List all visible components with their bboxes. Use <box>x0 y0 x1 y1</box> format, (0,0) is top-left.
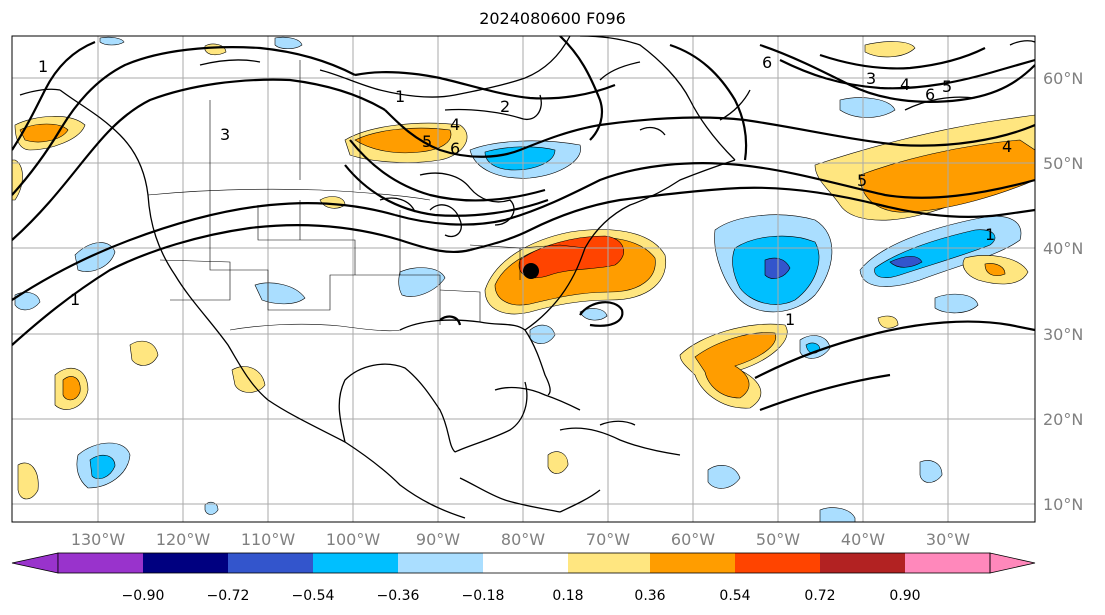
contour-label-layer: 1 1 1 1 1 2 3 3 4 4 4 5 5 5 6 6 6 <box>38 53 1012 329</box>
contour-label: 5 <box>942 77 952 96</box>
colorbar-tick-label: −0.36 <box>377 588 420 604</box>
anomaly-region-positive <box>547 451 569 474</box>
colorbar-tick-label: −0.54 <box>292 588 335 604</box>
lon-tick-label: 50°W <box>756 530 800 549</box>
anomaly-region-positive <box>354 127 452 154</box>
contour-label: 1 <box>38 57 48 76</box>
contour-label: 6 <box>450 139 460 158</box>
colorbar-segment <box>143 553 228 573</box>
lon-tick-label: 60°W <box>671 530 715 549</box>
lon-tick-label: 30°W <box>926 530 970 549</box>
colorbar-segment <box>905 553 990 573</box>
anomaly-region-positive <box>877 315 899 329</box>
contour-label: 4 <box>900 75 910 94</box>
colorbar-segment <box>58 553 143 573</box>
anomaly-region-positive <box>129 340 159 366</box>
anomaly-region-positive <box>231 366 266 393</box>
anomaly-region-negative <box>274 36 303 50</box>
contour-label: 1 <box>70 290 80 309</box>
longitude-axis: 130°W 120°W 110°W 100°W 90°W 80°W 70°W 6… <box>71 530 970 549</box>
map-title: 2024080600 F096 <box>479 9 626 28</box>
anomaly-region-negative <box>819 507 856 522</box>
lon-tick-label: 100°W <box>326 530 381 549</box>
anomaly-region-negative <box>919 460 943 483</box>
lon-tick-label: 40°W <box>841 530 885 549</box>
colorbar-tick-label: −0.90 <box>122 588 165 604</box>
lat-tick-label: 50°N <box>1043 154 1083 173</box>
anomaly-region-positive <box>17 462 39 500</box>
contour-label: 1 <box>985 225 995 244</box>
contour-lines <box>12 36 1035 412</box>
lat-tick-label: 40°N <box>1043 239 1083 258</box>
anomaly-region-negative <box>204 501 219 515</box>
contour-label: 3 <box>866 69 876 88</box>
location-marker[interactable] <box>523 263 539 279</box>
colorbar-segment <box>650 553 735 573</box>
anomaly-region-positive <box>518 235 624 279</box>
anomaly-region-positive <box>694 332 777 399</box>
colorbar-tick-label: −0.72 <box>207 588 250 604</box>
lon-tick-label: 90°W <box>416 530 460 549</box>
contour-label: 5 <box>422 132 432 151</box>
contour-label: 2 <box>500 97 510 116</box>
lon-tick-label: 120°W <box>156 530 211 549</box>
contour-label: 6 <box>925 85 935 104</box>
political-borders <box>147 60 586 332</box>
lat-tick-label: 60°N <box>1043 69 1083 88</box>
contour-label: 6 <box>762 53 772 72</box>
colorbar-tick-label: 0.18 <box>552 588 583 604</box>
anomaly-region-negative <box>579 308 608 321</box>
contour-label: 5 <box>857 171 867 190</box>
colorbar-segment <box>398 553 483 573</box>
colorbar-segment <box>568 553 650 573</box>
colorbar-over-triangle <box>989 552 1036 574</box>
lon-tick-label: 80°W <box>501 530 545 549</box>
colorbar-segment <box>483 553 568 573</box>
colorbar-under-triangle <box>11 552 59 574</box>
colorbar-tick-label: −0.18 <box>462 588 505 604</box>
anomaly-region-negative <box>99 36 125 46</box>
contour-label: 4 <box>1002 137 1012 156</box>
lat-tick-label: 30°N <box>1043 325 1083 344</box>
lat-tick-label: 10°N <box>1043 495 1083 514</box>
colorbar-frame <box>57 552 991 574</box>
anomaly-region-negative <box>889 256 923 268</box>
colorbar-tick-label: 0.72 <box>804 588 835 604</box>
colorbar-segment <box>228 553 313 573</box>
anomaly-region-negative <box>89 454 116 479</box>
contour-label: 1 <box>785 310 795 329</box>
colorbar-tick-label: 0.36 <box>634 588 665 604</box>
anomaly-region-positive <box>62 376 81 401</box>
map-frame <box>11 35 1036 523</box>
anomaly-region-positive <box>864 41 916 58</box>
latitude-axis: 60°N 50°N 40°N 30°N 20°N 10°N <box>1043 69 1083 514</box>
contour-label: 3 <box>220 125 230 144</box>
anomaly-region-positive <box>984 263 1006 276</box>
anomaly-region-negative <box>839 97 896 118</box>
lon-tick-label: 130°W <box>71 530 126 549</box>
lat-tick-label: 20°N <box>1043 410 1083 429</box>
colorbar-segment <box>820 553 905 573</box>
lon-tick-label: 70°W <box>586 530 630 549</box>
contour-label: 1 <box>395 87 405 106</box>
colorbar: −0.90 −0.72 −0.54 −0.36 −0.18 0.18 0.36 … <box>11 552 1036 604</box>
colorbar-segment <box>313 553 398 573</box>
anomaly-region-negative <box>707 465 741 489</box>
anomaly-region-negative <box>934 293 979 314</box>
contour-label: 4 <box>450 115 460 134</box>
colorbar-tick-label: 0.54 <box>719 588 750 604</box>
lon-tick-label: 110°W <box>241 530 296 549</box>
colorbar-tick-label: 0.90 <box>889 588 920 604</box>
colorbar-segment <box>735 553 820 573</box>
